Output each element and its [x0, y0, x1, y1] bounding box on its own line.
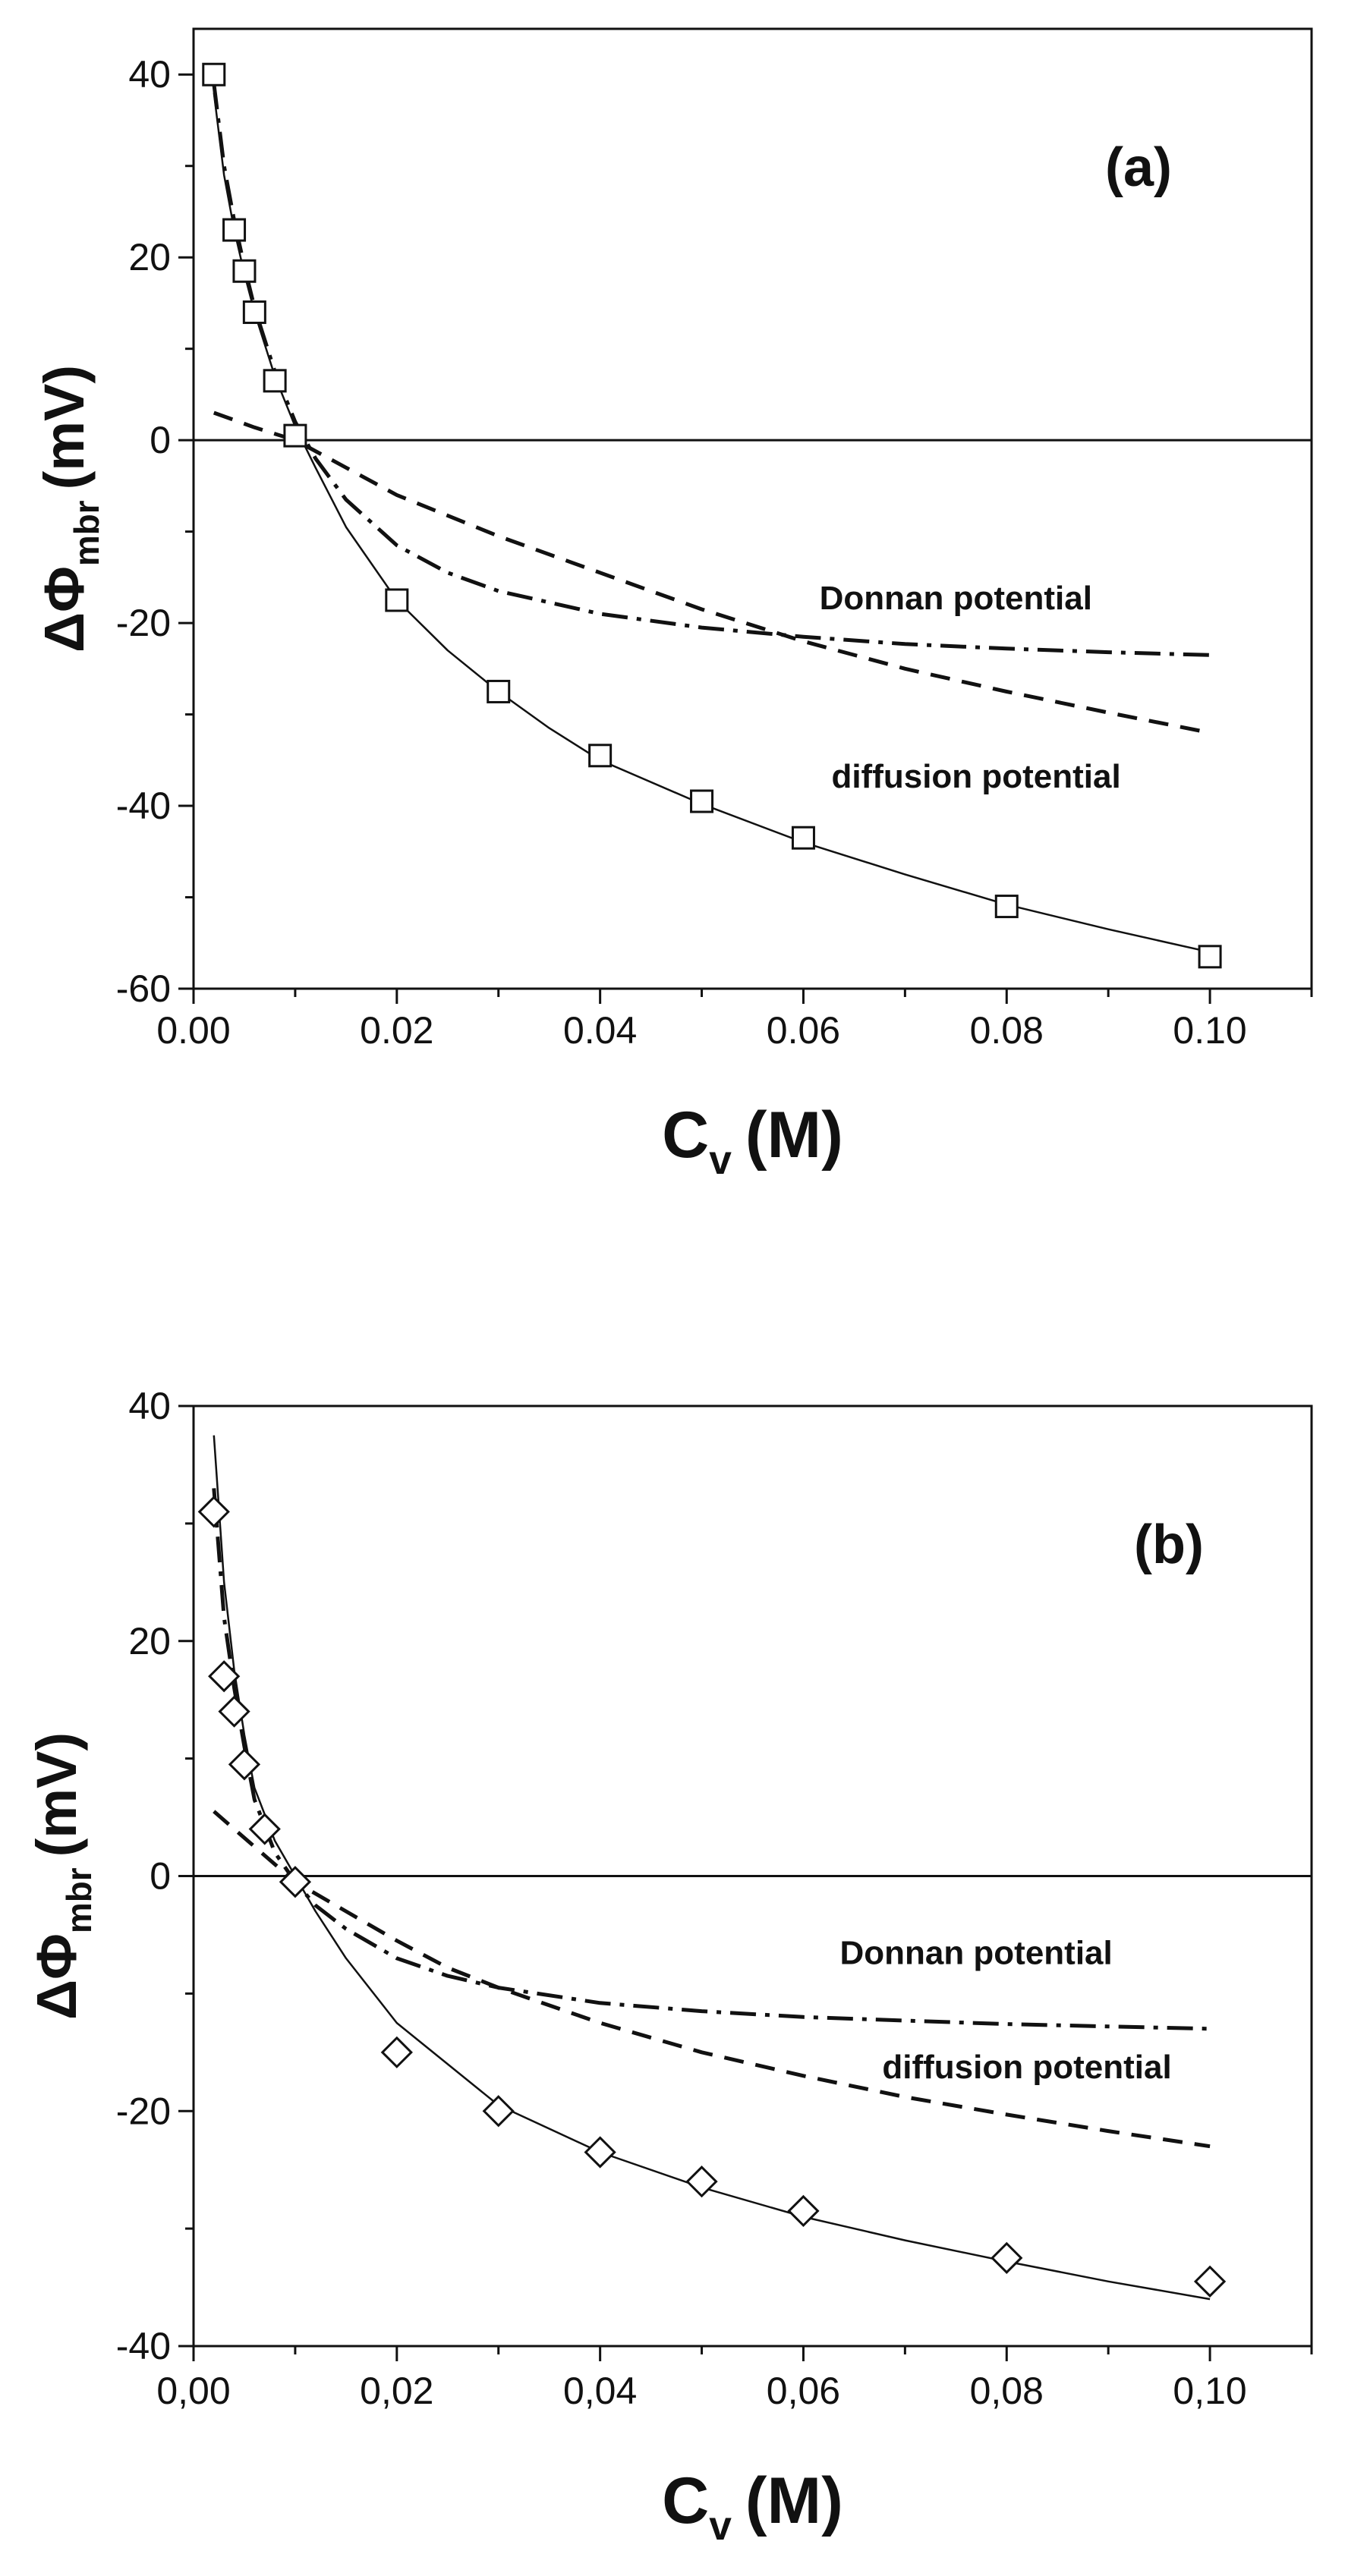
- x-tick-label: 0,04: [563, 2370, 637, 2412]
- x-tick-label: 0.10: [1173, 1009, 1246, 1052]
- x-tick-label: 0.00: [156, 1009, 230, 1052]
- panel-label: (b): [1134, 1514, 1204, 1575]
- data-point-diamond: [685, 2166, 718, 2198]
- x-tick-label: 0.06: [767, 1009, 840, 1052]
- x-tick-label: 0,06: [767, 2370, 840, 2412]
- fit-curve: [213, 93, 1211, 954]
- data-point-diamond: [279, 1866, 312, 1898]
- data-point-diamond: [482, 2095, 515, 2128]
- data-point-diamond: [228, 1748, 261, 1781]
- y-tick-label: 40: [128, 53, 171, 96]
- data-point-square: [385, 588, 409, 612]
- x-tick-label: 0,00: [156, 2370, 230, 2412]
- panel-label: (a): [1105, 137, 1172, 198]
- donnan-potential-label: Donnan potential: [820, 580, 1092, 617]
- plot-frame: [192, 27, 1313, 990]
- x-axis-subscript: v: [709, 2504, 732, 2549]
- data-point-square: [222, 218, 247, 242]
- diffusion-potential-label: diffusion potential: [831, 758, 1120, 795]
- x-tick-label: 0,02: [360, 2370, 433, 2412]
- data-point-square: [994, 895, 1019, 919]
- y-axis-unit: (mV): [33, 365, 96, 489]
- y-tick-label: 20: [128, 1620, 171, 1662]
- y-tick-label: -20: [116, 602, 171, 644]
- data-point-diamond: [584, 2136, 616, 2169]
- y-tick-label: -60: [116, 967, 171, 1010]
- y-axis-subscript: mbr: [67, 500, 106, 566]
- data-point-square: [263, 369, 287, 393]
- data-point-diamond: [991, 2241, 1023, 2274]
- x-axis-title: Cv (M): [662, 2464, 843, 2549]
- y-tick-label: -40: [116, 785, 171, 827]
- diffusion-potential-label: diffusion potential: [882, 2049, 1171, 2086]
- x-tick-label: 0.08: [970, 1009, 1044, 1052]
- data-point-square: [690, 789, 714, 813]
- chart-panel-b: 0,00 0,02 0,04 0,06 0,08 0,10 -40 -20 0 20 40 Cv (M)…: [25, 1385, 1313, 2549]
- y-axis-symbol: ΔΦ: [33, 566, 96, 653]
- data-point-square: [791, 826, 815, 850]
- x-axis-title: Cv (M): [662, 1099, 843, 1183]
- x-axis-unit: (M): [745, 2464, 843, 2537]
- y-axis-title: ΔΦmbr (mV): [33, 365, 106, 653]
- x-axis-subscript: v: [709, 1138, 732, 1183]
- x-axis-symbol: C: [662, 2464, 709, 2537]
- data-point-square: [202, 62, 226, 86]
- data-point-square: [283, 423, 307, 448]
- fit-curve: [213, 1435, 1211, 2301]
- x-tick-label: 0.02: [360, 1009, 433, 1052]
- diffusion-potential-curve: [213, 1810, 1211, 2149]
- data-point-square: [487, 679, 511, 703]
- y-tick-label: 40: [128, 1385, 171, 1427]
- data-point-diamond: [208, 1660, 241, 1693]
- data-point-square: [588, 744, 613, 768]
- y-tick-label: -40: [116, 2325, 171, 2367]
- y-axis-title: ΔΦmbr (mV): [25, 1732, 99, 2020]
- y-tick-label: 0: [150, 1855, 171, 1898]
- y-axis-unit: (mV): [25, 1732, 88, 1857]
- donnan-potential-curve: [212, 1488, 1211, 2031]
- y-axis-subscript: mbr: [59, 1867, 99, 1933]
- data-point-diamond: [787, 2194, 820, 2228]
- donnan-potential-curve: [212, 83, 1211, 657]
- data-point-diamond: [248, 1813, 281, 1845]
- x-tick-label: 0.04: [563, 1009, 637, 1052]
- x-axis-symbol: C: [662, 1099, 709, 1172]
- data-point-square: [1198, 945, 1222, 969]
- y-tick-label: 0: [150, 419, 171, 461]
- data-point-diamond: [218, 1695, 250, 1728]
- y-axis-symbol: ΔΦ: [25, 1933, 88, 2020]
- x-tick-label: 0,10: [1173, 2370, 1246, 2412]
- diffusion-potential-curve: [213, 410, 1211, 735]
- y-tick-label: 20: [128, 236, 171, 278]
- chart-panel-a: 0.00 0.02 0.04 0.06 0.08 0.10 -60 -40 -20 0 20 40 Cv…: [33, 27, 1313, 1183]
- data-point-diamond: [380, 2036, 413, 2068]
- x-axis-unit: (M): [745, 1099, 843, 1172]
- data-point-diamond: [1193, 2265, 1227, 2298]
- donnan-potential-label: Donnan potential: [839, 1935, 1112, 1972]
- data-point-diamond: [197, 1496, 230, 1528]
- data-point-square: [232, 259, 257, 283]
- x-tick-label: 0,08: [970, 2370, 1044, 2412]
- y-tick-label: -20: [116, 2090, 171, 2132]
- data-point-square: [242, 300, 266, 324]
